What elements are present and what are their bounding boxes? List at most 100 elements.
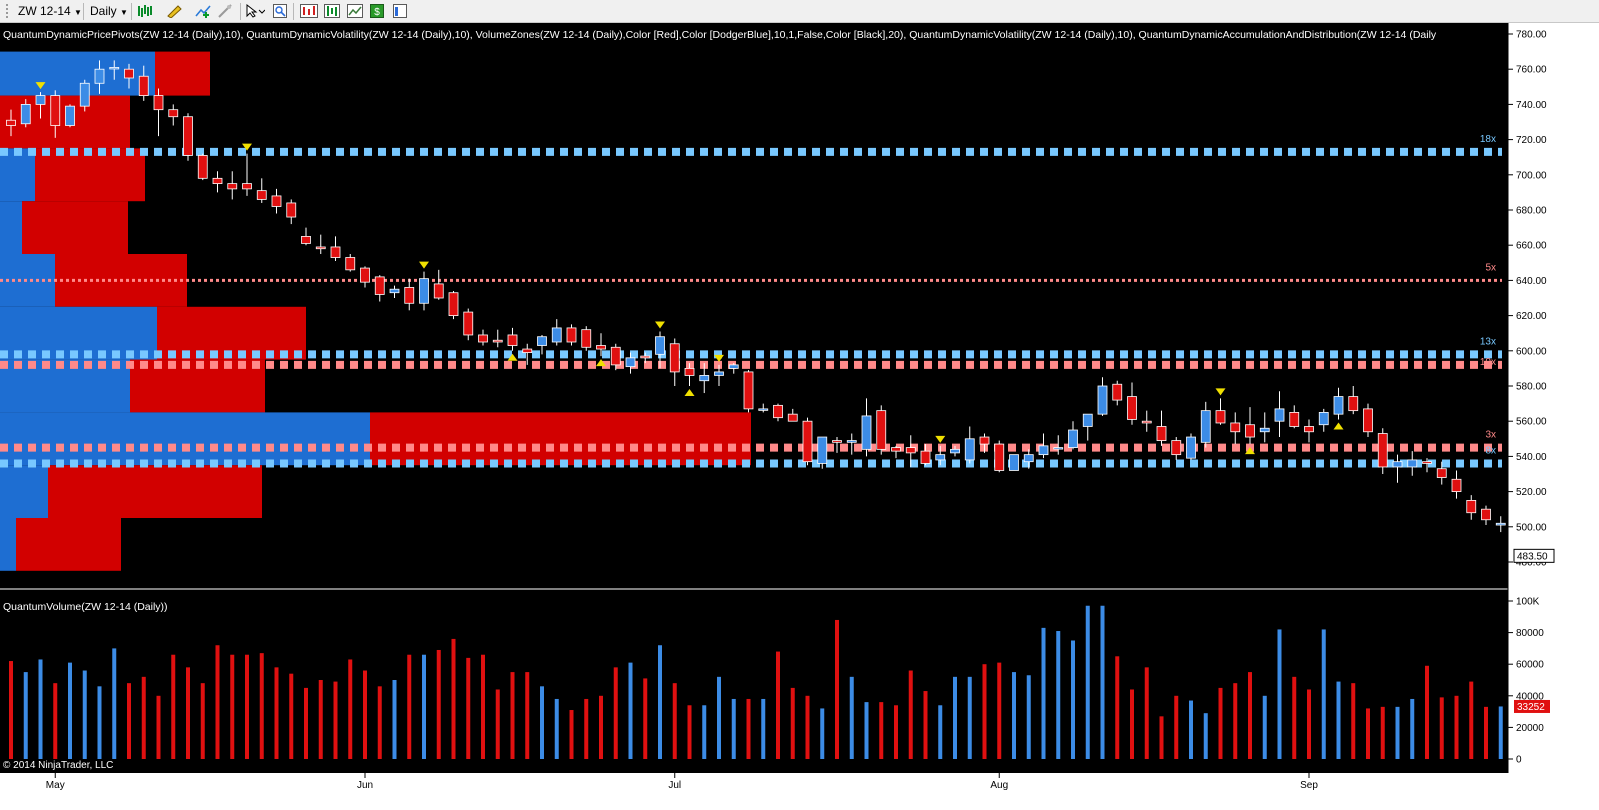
interval-selector[interactable]: Daily ▼ — [86, 3, 132, 20]
candle-down — [212, 177, 223, 185]
volume-bar-down — [127, 683, 131, 759]
volume-bar-down — [259, 653, 264, 759]
support-resistance-lines: 18x 5x 13x 10x 3x 8x — [0, 134, 1502, 468]
time-tick-label: Jun — [357, 780, 373, 791]
candle-down — [478, 334, 488, 343]
indicator-legend: QuantumDynamicPricePivots(ZW 12-14 (Dail… — [3, 29, 1437, 41]
volume-tick-label: 100K — [1516, 597, 1540, 608]
candle-up — [1186, 436, 1196, 459]
volume-bar-up — [628, 662, 633, 759]
price-tick-label: 480.00 — [1516, 558, 1547, 569]
volume-bar-down — [894, 705, 898, 759]
volume-tick-label: 60000 — [1516, 660, 1544, 671]
volume-bar-down — [510, 672, 515, 759]
volume-bar-down — [746, 698, 751, 759]
candle-down — [1156, 426, 1167, 441]
candle-down — [905, 447, 916, 454]
time-tick-label: Sep — [1300, 780, 1318, 791]
volume-bar-up — [1056, 631, 1061, 759]
candle-up — [35, 95, 46, 105]
volume-zone-down — [155, 51, 210, 96]
volume-bar-down — [171, 654, 176, 759]
volume-bar-down — [1380, 706, 1385, 759]
volume-bar-down — [923, 691, 928, 759]
instrument-selector[interactable]: ZW 12-14 ▼ — [14, 3, 86, 20]
volume-bar-down — [289, 673, 294, 759]
time-axis: May Jun Jul Aug Sep — [46, 773, 1318, 791]
volume-bar-up — [938, 705, 943, 759]
candle-up — [758, 408, 769, 411]
candle-down — [507, 334, 518, 346]
volume-zone-up — [0, 148, 35, 202]
volume-bar-up — [658, 645, 662, 759]
volume-bar-down — [304, 687, 308, 759]
zoom-glyph — [273, 4, 287, 18]
price-tick-label: 560.00 — [1516, 417, 1547, 428]
pivot-high-marker — [1215, 388, 1226, 396]
volume-bar-down — [1351, 683, 1356, 759]
candle-down — [168, 109, 179, 118]
candle-up — [1200, 410, 1211, 443]
candle-up — [537, 336, 547, 346]
last-price-label: 483.50 — [1517, 551, 1548, 562]
candle-down — [153, 95, 164, 111]
volume-bar-up — [68, 662, 72, 759]
window-layout-icon[interactable] — [393, 4, 407, 18]
volume-panel-title: QuantumVolume(ZW 12-14 (Daily)) — [3, 601, 168, 613]
volume-bar-down — [1115, 656, 1120, 759]
properties-glyph — [347, 4, 363, 18]
candle-down — [1141, 420, 1152, 424]
volume-bar-up — [38, 659, 43, 759]
candle-up — [861, 415, 872, 450]
strength-label: 13x — [1480, 336, 1496, 347]
volume-bar-down — [1439, 697, 1444, 759]
zoom-icon[interactable] — [273, 4, 287, 18]
candle-down — [374, 276, 385, 295]
candle-down — [197, 155, 208, 179]
chart-trader-icon[interactable] — [324, 4, 340, 18]
add-indicator-icon[interactable] — [195, 4, 211, 18]
candle-down — [6, 119, 16, 126]
volume-bar-down — [1130, 689, 1134, 759]
volume-bar-down — [805, 695, 810, 759]
candle-down — [433, 283, 444, 299]
chart-toolbar: ZW 12-14 ▼ Daily ▼ $ — [0, 0, 1599, 23]
candle-down — [1245, 424, 1255, 438]
candle-down — [330, 246, 341, 258]
volume-bar-down — [1366, 708, 1370, 759]
svg-text:$: $ — [374, 7, 380, 18]
volume-axis: 0 20000 40000 60000 80000 100K — [1508, 597, 1544, 766]
last-price-marker: 483.50 — [1513, 548, 1555, 563]
candle-up — [1495, 522, 1506, 526]
strategy-icon[interactable] — [218, 4, 232, 18]
chart-canvas[interactable]: 18x 5x 13x 10x 3x 8x 480.00 500.00 520.00 540.00… — [0, 23, 1599, 810]
toolbar-divider — [83, 3, 84, 20]
volume-bar-down — [672, 683, 677, 759]
data-box-glyph — [300, 4, 318, 18]
candle-up — [1318, 411, 1329, 426]
candle-down — [50, 95, 61, 126]
pivot-high-marker — [242, 143, 252, 151]
order-icon[interactable]: $ — [370, 4, 384, 18]
price-candles — [6, 60, 1565, 561]
chart-area[interactable]: 18x 5x 13x 10x 3x 8x 480.00 500.00 520.00 540.00… — [0, 23, 1599, 810]
candle-up — [1333, 396, 1344, 415]
drawing-tools-icon[interactable] — [166, 4, 184, 19]
properties-icon[interactable] — [347, 4, 363, 18]
candle-down — [640, 355, 651, 359]
volume-zone-down — [48, 465, 262, 518]
cursor-icon[interactable] — [245, 3, 266, 18]
bar-type-icon[interactable] — [137, 4, 155, 18]
volume-bar-up — [112, 648, 117, 759]
pivot-low-marker — [1245, 447, 1255, 455]
interval-label: Daily — [90, 4, 117, 18]
data-box-icon[interactable] — [300, 4, 318, 18]
volume-bar-up — [1410, 698, 1415, 759]
volume-bar-down — [1218, 687, 1223, 759]
candle-down — [522, 348, 533, 353]
price-tick-label: 740.00 — [1516, 100, 1547, 111]
volume-bar-up — [967, 676, 972, 759]
candle-up — [964, 438, 975, 461]
volume-bar-down — [274, 667, 279, 759]
candle-down — [787, 413, 798, 422]
